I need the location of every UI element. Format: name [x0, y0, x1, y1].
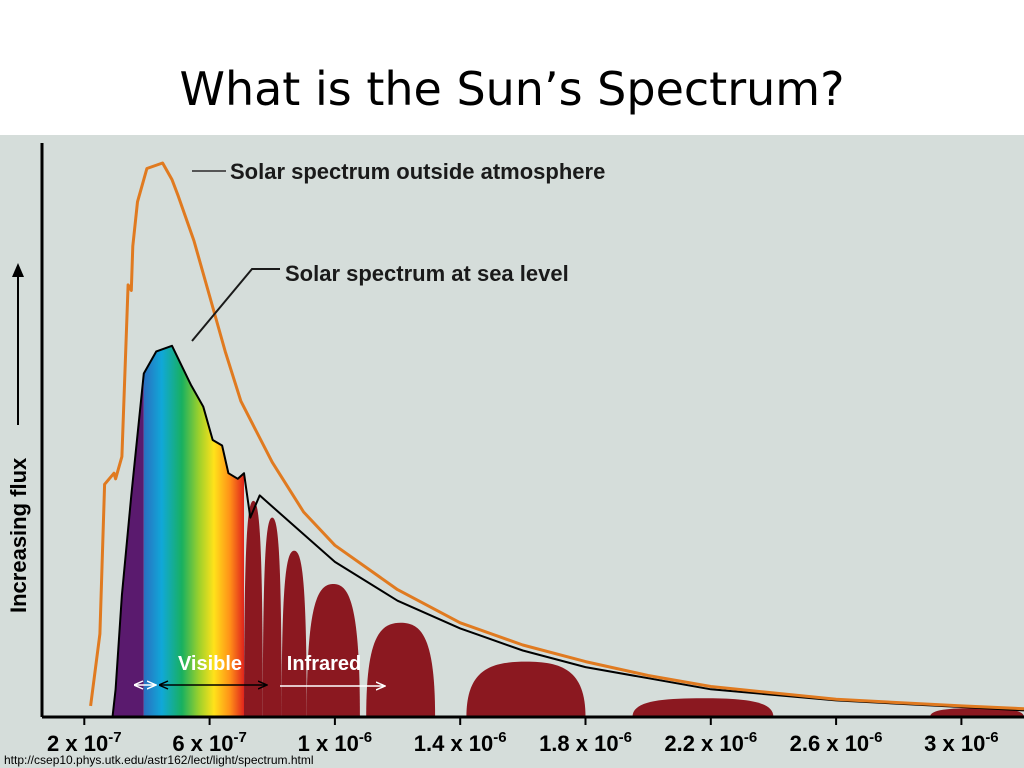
visible-fill — [143, 345, 244, 717]
infrared-lobe-5 — [366, 622, 436, 717]
infrared-lobe-3 — [281, 550, 307, 717]
source-url: http://csep10.phys.utk.edu/astr162/lect/… — [4, 753, 314, 767]
outside-atmosphere-annotation: Solar spectrum outside atmosphere — [230, 159, 605, 184]
outside-atmosphere-curve — [89, 161, 1024, 711]
infrared-lobe-2 — [262, 517, 282, 717]
infrared-lobe-1 — [244, 500, 263, 717]
x-tick-label-3: 1 x 10-6 — [298, 729, 373, 756]
infrared-lobe-6 — [466, 661, 586, 717]
infrared-lobe-7 — [632, 698, 774, 717]
sea-level-curve — [111, 344, 1024, 718]
axes: 2 x 10-7 6 x 10-7 1 x 10-6 1.4 x 10-6 1.8 x … — [40, 143, 1024, 756]
infrared-band-label: Infrared — [287, 653, 361, 675]
infrared-lobe-4 — [306, 584, 360, 717]
y-axis-label-group: Increasing flux — [6, 263, 31, 613]
visible-band-area — [143, 345, 244, 717]
infrared-lobe-8 — [930, 708, 1024, 717]
infrared-absorption-lobes — [244, 500, 1024, 717]
x-tick-label-6: 2.2 x 10-6 — [664, 729, 757, 756]
y-axis-arrow-head-icon — [12, 263, 24, 277]
solar-spectrum-chart: 2 x 10-7 6 x 10-7 1 x 10-6 1.4 x 10-6 1.8 x … — [0, 135, 1024, 768]
x-tick-label-2: 6 x 10-7 — [172, 729, 247, 756]
curve-annotations: Solar spectrum outside atmosphere Solar … — [191, 159, 605, 342]
x-tick-label-7: 2.6 x 10-6 — [790, 729, 883, 756]
sea-level-annotation: Solar spectrum at sea level — [285, 261, 569, 286]
x-axis-ticks: 2 x 10-7 6 x 10-7 1 x 10-6 1.4 x 10-6 1.8 x … — [47, 717, 999, 756]
spectrum-curves — [89, 161, 1024, 718]
solar-spectrum-figure: 2 x 10-7 6 x 10-7 1 x 10-6 1.4 x 10-6 1.8 x … — [0, 135, 1024, 768]
x-tick-label-4: 1.4 x 10-6 — [414, 729, 507, 756]
visible-band-label: Visible — [178, 653, 242, 675]
x-tick-label-5: 1.8 x 10-6 — [539, 729, 632, 756]
sea-level-leader-line — [191, 268, 280, 342]
x-tick-label-8: 3 x 10-6 — [924, 729, 999, 756]
x-tick-label-1: 2 x 10-7 — [47, 729, 122, 756]
y-axis-label: Increasing flux — [6, 457, 31, 613]
slide-title: What is the Sun’s Spectrum? — [179, 62, 845, 116]
band-labels: Visible Infrared — [135, 653, 384, 686]
